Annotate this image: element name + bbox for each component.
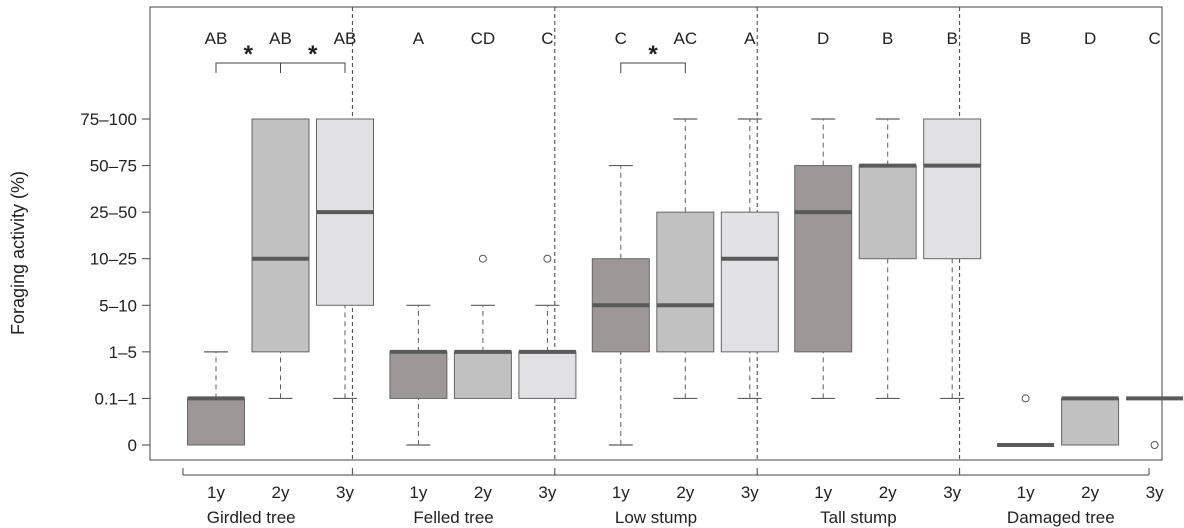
- y-tick-label: 0: [128, 436, 137, 455]
- box-iqr: [656, 211, 715, 353]
- x-year-label: 2y: [879, 483, 897, 502]
- significance-letter: B: [882, 29, 893, 48]
- significance-letter: A: [744, 29, 756, 48]
- significance-letter: C: [1148, 29, 1160, 48]
- outlier-point: [543, 254, 552, 263]
- x-year-label: 1y: [612, 483, 630, 502]
- x-year-label: 3y: [538, 483, 556, 502]
- x-group-label: Low stump: [615, 508, 697, 527]
- significance-letter: AB: [205, 29, 228, 48]
- box-iqr: [720, 211, 779, 353]
- x-group-label: Girdled tree: [207, 508, 296, 527]
- y-axis-title: Foraging activity (%): [8, 171, 28, 335]
- outlier-point: [1021, 394, 1030, 403]
- x-year-label: 2y: [1081, 483, 1099, 502]
- y-tick-label: 1–5: [109, 343, 137, 362]
- x-year-label: 2y: [272, 483, 290, 502]
- significance-star: *: [648, 41, 658, 68]
- x-year-label: 1y: [814, 483, 832, 502]
- x-year-label: 2y: [676, 483, 694, 502]
- x-year-label: 3y: [336, 483, 354, 502]
- box-iqr: [794, 165, 853, 353]
- significance-letter: C: [615, 29, 627, 48]
- box-iqr: [858, 165, 917, 260]
- box-iqr: [187, 397, 245, 446]
- outlier-point: [478, 254, 487, 263]
- comparison-bracket: [620, 62, 686, 73]
- comparison-bracket: [280, 62, 346, 73]
- significance-letter: AC: [673, 29, 697, 48]
- significance-letter: A: [413, 29, 425, 48]
- x-year-label: 3y: [1146, 483, 1164, 502]
- significance-star: *: [308, 41, 318, 68]
- y-tick-label: 0.1–1: [94, 389, 137, 408]
- significance-letter: B: [1020, 29, 1031, 48]
- significance-letter: AB: [334, 29, 357, 48]
- x-year-label: 3y: [741, 483, 759, 502]
- significance-letter: CD: [471, 29, 496, 48]
- y-tick-label: 5–10: [99, 296, 137, 315]
- box-iqr: [518, 351, 577, 399]
- box-iqr: [453, 351, 512, 399]
- box-iqr: [1061, 397, 1120, 446]
- significance-star: *: [244, 41, 254, 68]
- x-group-label: Damaged tree: [1007, 508, 1115, 527]
- box-iqr: [923, 118, 982, 260]
- significance-letter: AB: [269, 29, 292, 48]
- outlier-point: [1150, 441, 1159, 449]
- plot-frame: [149, 6, 1163, 461]
- x-year-label: 2y: [474, 483, 492, 502]
- y-tick-label: 10–25: [90, 250, 137, 269]
- significance-letter: B: [947, 29, 958, 48]
- x-year-label: 1y: [409, 483, 427, 502]
- x-year-label: 1y: [207, 483, 225, 502]
- significance-letter: D: [1084, 29, 1096, 48]
- y-tick-label: 25–50: [90, 203, 137, 222]
- significance-letter: D: [817, 29, 829, 48]
- y-tick-label: 50–75: [90, 157, 137, 176]
- box-iqr: [251, 118, 310, 353]
- y-tick-label: 75–100: [80, 110, 137, 129]
- box-iqr: [389, 351, 448, 399]
- x-year-label: 3y: [943, 483, 961, 502]
- significance-letter: C: [541, 29, 553, 48]
- x-year-label: 1y: [1017, 483, 1035, 502]
- x-group-label: Tall stump: [820, 508, 897, 527]
- x-group-label: Felled tree: [413, 508, 493, 527]
